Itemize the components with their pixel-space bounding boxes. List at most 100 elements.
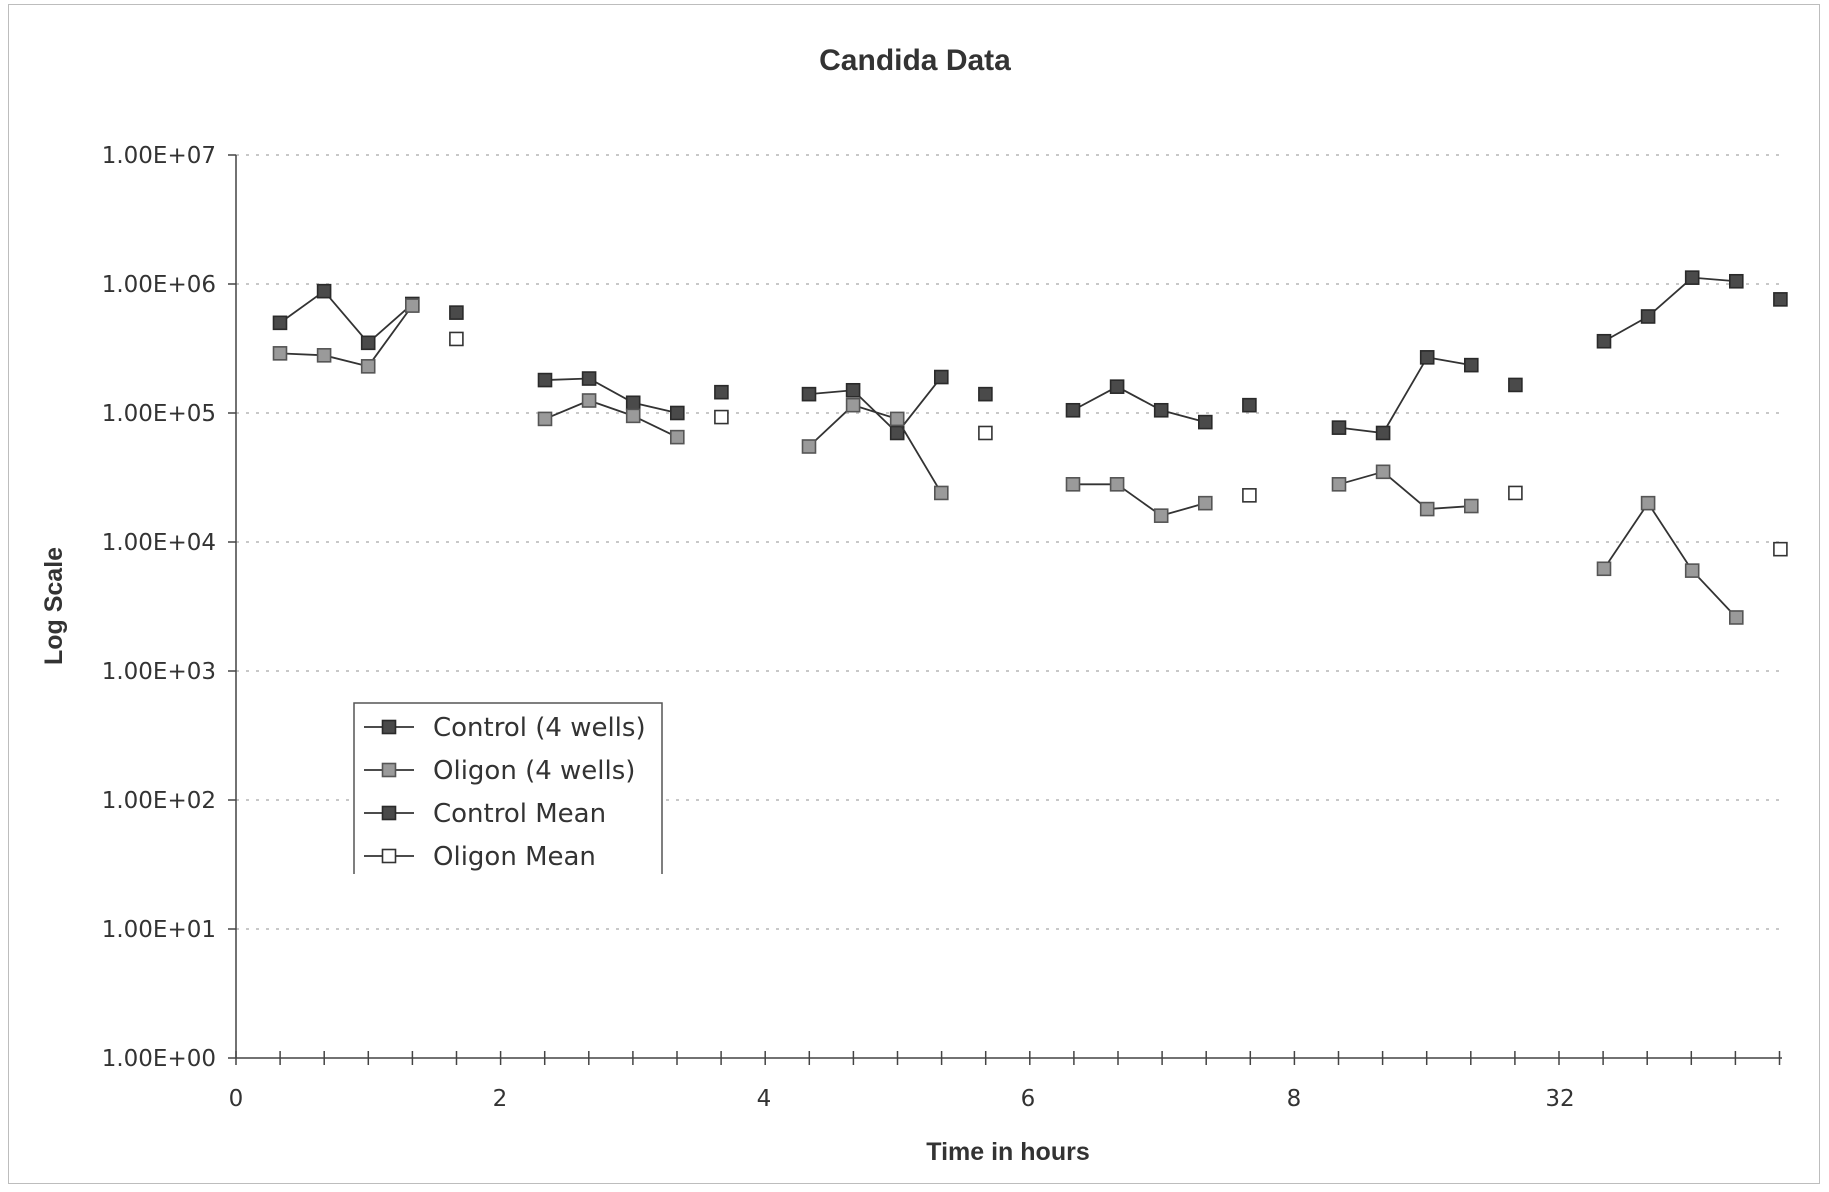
data-point xyxy=(1596,333,1612,349)
series-line xyxy=(1072,385,1206,423)
data-point xyxy=(1198,495,1213,511)
x-tick-label: 6 xyxy=(1021,1086,1036,1112)
data-point xyxy=(1153,402,1169,418)
mean-point xyxy=(978,386,993,402)
data-point xyxy=(316,283,332,299)
y-tick-label: 1.00E+01 xyxy=(102,917,216,943)
data-point xyxy=(1464,357,1479,373)
x-tick-label: 32 xyxy=(1545,1086,1574,1112)
legend-label: Oligon (4 wells) xyxy=(433,756,635,786)
data-point xyxy=(1419,501,1435,517)
data-point xyxy=(360,335,376,351)
legend: Control (4 wells) Oligon (4 wells) Control… xyxy=(353,702,663,874)
legend-label: Control Mean xyxy=(433,799,606,829)
mean-point xyxy=(1242,397,1257,413)
legend-marker xyxy=(381,719,397,735)
mean-point xyxy=(1508,485,1523,501)
legend-marker xyxy=(381,805,397,821)
legend-box xyxy=(353,702,663,874)
data-point xyxy=(1729,610,1744,625)
data-point xyxy=(1684,563,1700,578)
data-point xyxy=(1640,309,1656,324)
series-line xyxy=(1338,470,1472,510)
data-point xyxy=(1375,464,1391,480)
data-point xyxy=(1729,273,1744,289)
data-point xyxy=(581,371,597,386)
data-point xyxy=(404,298,420,313)
data-point xyxy=(1596,561,1612,577)
legend-marker xyxy=(381,762,397,778)
y-tick-label: 1.00E+00 xyxy=(102,1046,216,1072)
mean-point xyxy=(1773,292,1788,307)
axes: 1.00E+00 1.00E+01 1.00E+02 1.00E+03 1.00E+04… xyxy=(102,143,1782,1112)
series-line xyxy=(1603,501,1737,619)
data-point xyxy=(1419,350,1435,365)
data-point xyxy=(537,411,553,427)
data-point xyxy=(581,393,597,408)
series-line xyxy=(1073,483,1206,517)
y-tick-label: 1.00E+02 xyxy=(102,788,216,814)
series-line xyxy=(544,399,678,438)
mean-point xyxy=(449,305,464,320)
series-line xyxy=(1603,276,1737,343)
data-point xyxy=(669,429,685,445)
x-axis-title: Time in hours xyxy=(926,1138,1089,1166)
gridlines xyxy=(236,154,1782,930)
data-point xyxy=(889,425,905,441)
data-point xyxy=(669,405,685,421)
mean-point xyxy=(449,331,464,347)
data-point xyxy=(1640,495,1656,511)
data-point xyxy=(1684,270,1700,285)
mean-point xyxy=(714,384,729,400)
data-point xyxy=(1331,477,1347,492)
mean-point xyxy=(978,425,993,441)
mean-point xyxy=(1773,541,1788,557)
mean-point xyxy=(714,409,729,425)
data-point xyxy=(1331,420,1347,435)
data-point xyxy=(1198,414,1213,430)
series-line xyxy=(808,404,943,494)
series-line xyxy=(279,289,413,345)
y-tick-label: 1.00E+06 xyxy=(102,272,216,298)
data-point xyxy=(1464,498,1479,514)
x-tick-label: 8 xyxy=(1287,1086,1302,1112)
y-tick-label: 1.00E+07 xyxy=(102,143,216,169)
data-point xyxy=(316,348,332,363)
data-point xyxy=(801,386,817,402)
data-point xyxy=(360,359,376,374)
x-tick-label: 4 xyxy=(757,1086,772,1112)
plot-area xyxy=(272,270,1788,625)
data-point xyxy=(625,408,641,424)
legend-label: Control (4 wells) xyxy=(433,713,646,743)
chart-title: Candida Data xyxy=(819,44,1011,77)
legend-label: Oligon Mean xyxy=(433,842,596,872)
series-line xyxy=(544,377,678,414)
series-line xyxy=(808,376,943,435)
y-tick-label: 1.00E+05 xyxy=(102,401,216,427)
data-point xyxy=(1375,425,1391,441)
data-point xyxy=(1109,477,1125,492)
data-point xyxy=(845,382,861,398)
mean-point xyxy=(1242,488,1257,503)
data-point xyxy=(537,372,553,388)
data-point xyxy=(272,346,288,361)
data-point xyxy=(1065,477,1081,492)
data-point xyxy=(1109,379,1125,394)
series-line xyxy=(1338,356,1472,434)
legend-marker xyxy=(381,848,397,864)
data-point xyxy=(845,397,861,413)
y-axis-title: Log Scale xyxy=(40,547,68,665)
y-tick-label: 1.00E+04 xyxy=(102,530,216,556)
data-point xyxy=(625,395,641,411)
data-point xyxy=(272,315,288,331)
data-point xyxy=(1153,508,1169,523)
mean-point xyxy=(1508,377,1523,393)
data-point xyxy=(933,369,949,385)
data-point xyxy=(801,439,817,454)
chart-frame xyxy=(8,4,1820,1184)
series-line xyxy=(279,305,414,368)
data-point xyxy=(1065,402,1081,418)
data-point xyxy=(933,485,949,501)
data-point xyxy=(889,411,905,427)
